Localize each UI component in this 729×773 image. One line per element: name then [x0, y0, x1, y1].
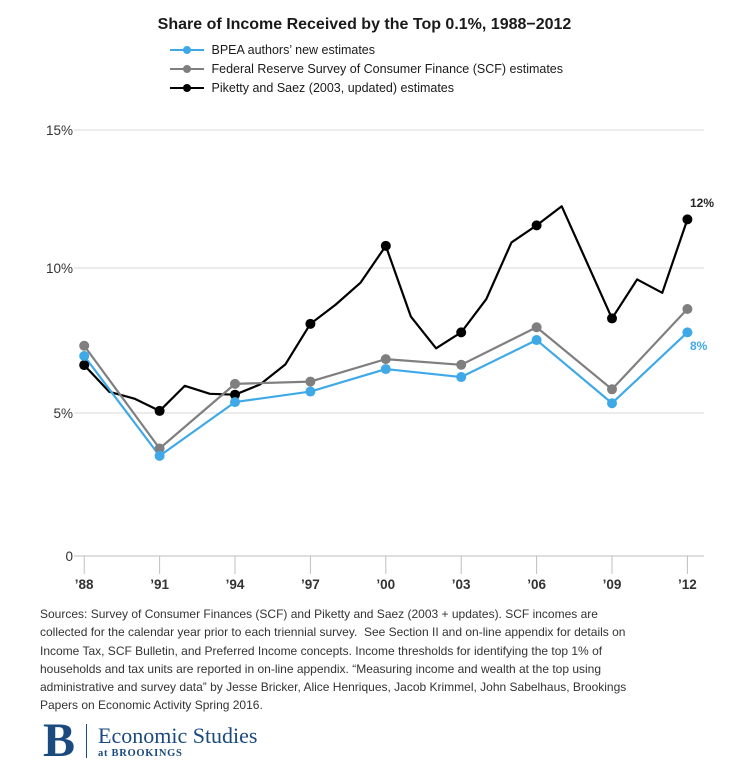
svg-text:’03: ’03: [452, 577, 471, 592]
svg-text:5%: 5%: [53, 406, 73, 421]
svg-text:12%: 12%: [690, 196, 714, 210]
svg-text:8%: 8%: [690, 339, 708, 353]
svg-text:’88: ’88: [75, 577, 94, 592]
svg-text:’97: ’97: [301, 577, 320, 592]
svg-text:’00: ’00: [376, 577, 395, 592]
svg-text:’94: ’94: [226, 577, 245, 592]
svg-text:15%: 15%: [46, 123, 73, 138]
svg-text:’91: ’91: [150, 577, 169, 592]
svg-text:10%: 10%: [46, 261, 73, 276]
svg-text:’06: ’06: [527, 577, 546, 592]
svg-text:’09: ’09: [603, 577, 622, 592]
svg-text:’12: ’12: [678, 577, 697, 592]
svg-text:0: 0: [65, 549, 73, 564]
